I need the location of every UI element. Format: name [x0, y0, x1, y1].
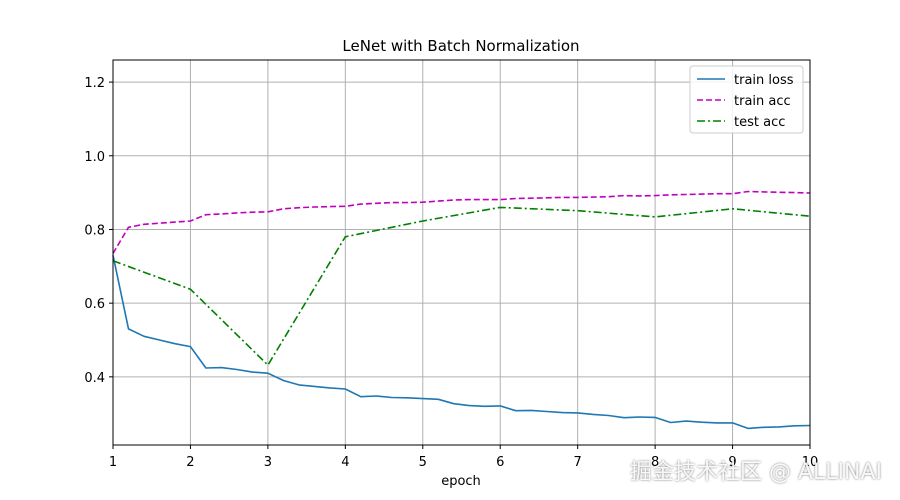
y-tick-label: 0.8 [84, 223, 105, 238]
legend-box [689, 65, 804, 134]
x-axis-label: epoch [441, 474, 481, 489]
y-tick-label: 0.4 [84, 371, 105, 386]
x-axis-ticks: 1 2 3 4 5 6 7 8 9 10 [109, 445, 818, 470]
y-tick-label: 1.2 [84, 76, 105, 91]
x-tick-label: 8 [651, 455, 659, 470]
series-line-test-acc [112, 206, 811, 366]
legend-label: train acc [734, 94, 791, 109]
grid-lines [112, 60, 811, 445]
x-tick-label: 4 [341, 455, 349, 470]
series-line-train-loss [112, 255, 811, 430]
y-tick-label: 0.6 [84, 297, 105, 312]
watermark: 掘金技术社区 @ ALLINAI [629, 460, 882, 485]
chart-title: LeNet with Batch Normalization [342, 37, 579, 55]
x-tick-label: 1 [109, 455, 117, 470]
legend-label: train loss [734, 73, 794, 88]
x-tick-label: 10 [802, 455, 819, 470]
x-tick-label: 6 [496, 455, 504, 470]
x-tick-label: 2 [186, 455, 194, 470]
y-axis-ticks: 0.4 0.6 0.8 1.0 1.2 [84, 76, 113, 386]
y-tick-label: 1.0 [84, 150, 105, 165]
legend: train loss train acc test acc [689, 65, 804, 134]
plot-frame [112, 59, 811, 446]
x-tick-label: 9 [728, 455, 736, 470]
x-tick-label: 5 [419, 455, 427, 470]
legend-label: test acc [734, 115, 785, 130]
x-tick-label: 3 [264, 455, 272, 470]
series-lines [112, 190, 811, 430]
x-tick-label: 7 [574, 455, 582, 470]
series-line-train-acc [112, 190, 811, 254]
